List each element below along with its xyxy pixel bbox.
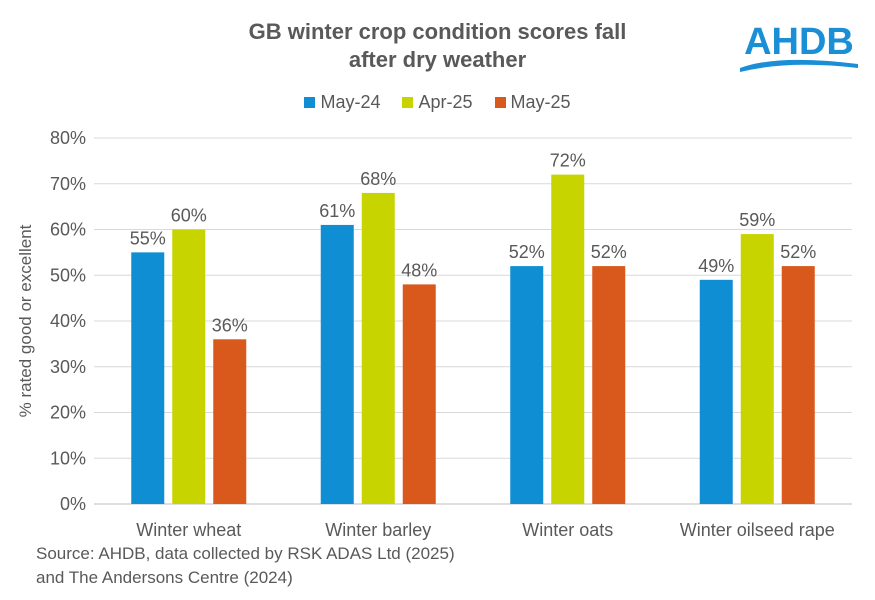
bar xyxy=(320,224,354,505)
ahdb-logo: AHDB xyxy=(740,21,858,72)
legend: May-24 Apr-25 May-25 xyxy=(0,92,875,113)
x-tick-label: Winter oats xyxy=(522,520,613,540)
data-label: 52% xyxy=(591,242,627,262)
legend-swatch xyxy=(304,97,316,108)
data-label: 52% xyxy=(509,242,545,262)
ahdb-logo-swoosh xyxy=(740,59,858,72)
data-label: 48% xyxy=(401,260,437,280)
data-label: 68% xyxy=(360,169,396,189)
bar xyxy=(592,266,626,504)
ahdb-logo-text: AHDB xyxy=(744,21,854,63)
data-label: 52% xyxy=(780,242,816,262)
x-tick-label: Winter oilseed rape xyxy=(680,520,835,540)
bar xyxy=(131,252,165,504)
legend-item: May-24 xyxy=(304,92,380,113)
y-tick-label: 30% xyxy=(50,357,86,377)
y-tick-label: 80% xyxy=(50,128,86,148)
x-tick-label: Winter barley xyxy=(325,520,431,540)
bar xyxy=(213,339,247,504)
y-tick-label: 20% xyxy=(50,403,86,423)
legend-label: May-25 xyxy=(510,92,571,112)
data-label: 60% xyxy=(171,206,207,226)
bar xyxy=(402,284,436,504)
bar xyxy=(510,266,544,504)
y-tick-label: 40% xyxy=(50,311,86,331)
legend-label: Apr-25 xyxy=(418,92,473,112)
y-tick-label: 0% xyxy=(60,494,86,514)
data-label: 55% xyxy=(130,228,166,248)
legend-swatch xyxy=(494,97,506,108)
chart-title-line1: GB winter crop condition scores fall xyxy=(248,19,627,44)
bar xyxy=(740,234,774,504)
bar xyxy=(551,174,585,504)
chart-title-line2: after dry weather xyxy=(348,47,527,72)
source-line2: and The Andersons Centre (2024) xyxy=(36,568,293,587)
legend-item: Apr-25 xyxy=(402,92,473,113)
bar xyxy=(699,279,733,504)
x-tick-label: Winter wheat xyxy=(136,520,241,540)
bar xyxy=(361,192,395,504)
source-line1: Source: AHDB, data collected by RSK ADAS… xyxy=(36,544,455,563)
data-label: 61% xyxy=(319,201,355,221)
data-label: 59% xyxy=(739,210,775,230)
y-axis-label: % rated good or excellent xyxy=(16,224,35,417)
legend-swatch xyxy=(402,97,414,108)
data-label: 49% xyxy=(698,256,734,276)
data-label: 72% xyxy=(550,151,586,171)
legend-item: May-25 xyxy=(494,92,571,113)
bar xyxy=(781,266,815,504)
data-label: 36% xyxy=(212,315,248,335)
y-tick-label: 50% xyxy=(50,265,86,285)
y-tick-label: 60% xyxy=(50,220,86,240)
chart-title: GB winter crop condition scores fall aft… xyxy=(0,18,875,74)
y-tick-label: 10% xyxy=(50,448,86,468)
y-tick-label: 70% xyxy=(50,174,86,194)
source-note: Source: AHDB, data collected by RSK ADAS… xyxy=(36,542,455,590)
legend-label: May-24 xyxy=(320,92,381,112)
bar xyxy=(172,229,206,504)
